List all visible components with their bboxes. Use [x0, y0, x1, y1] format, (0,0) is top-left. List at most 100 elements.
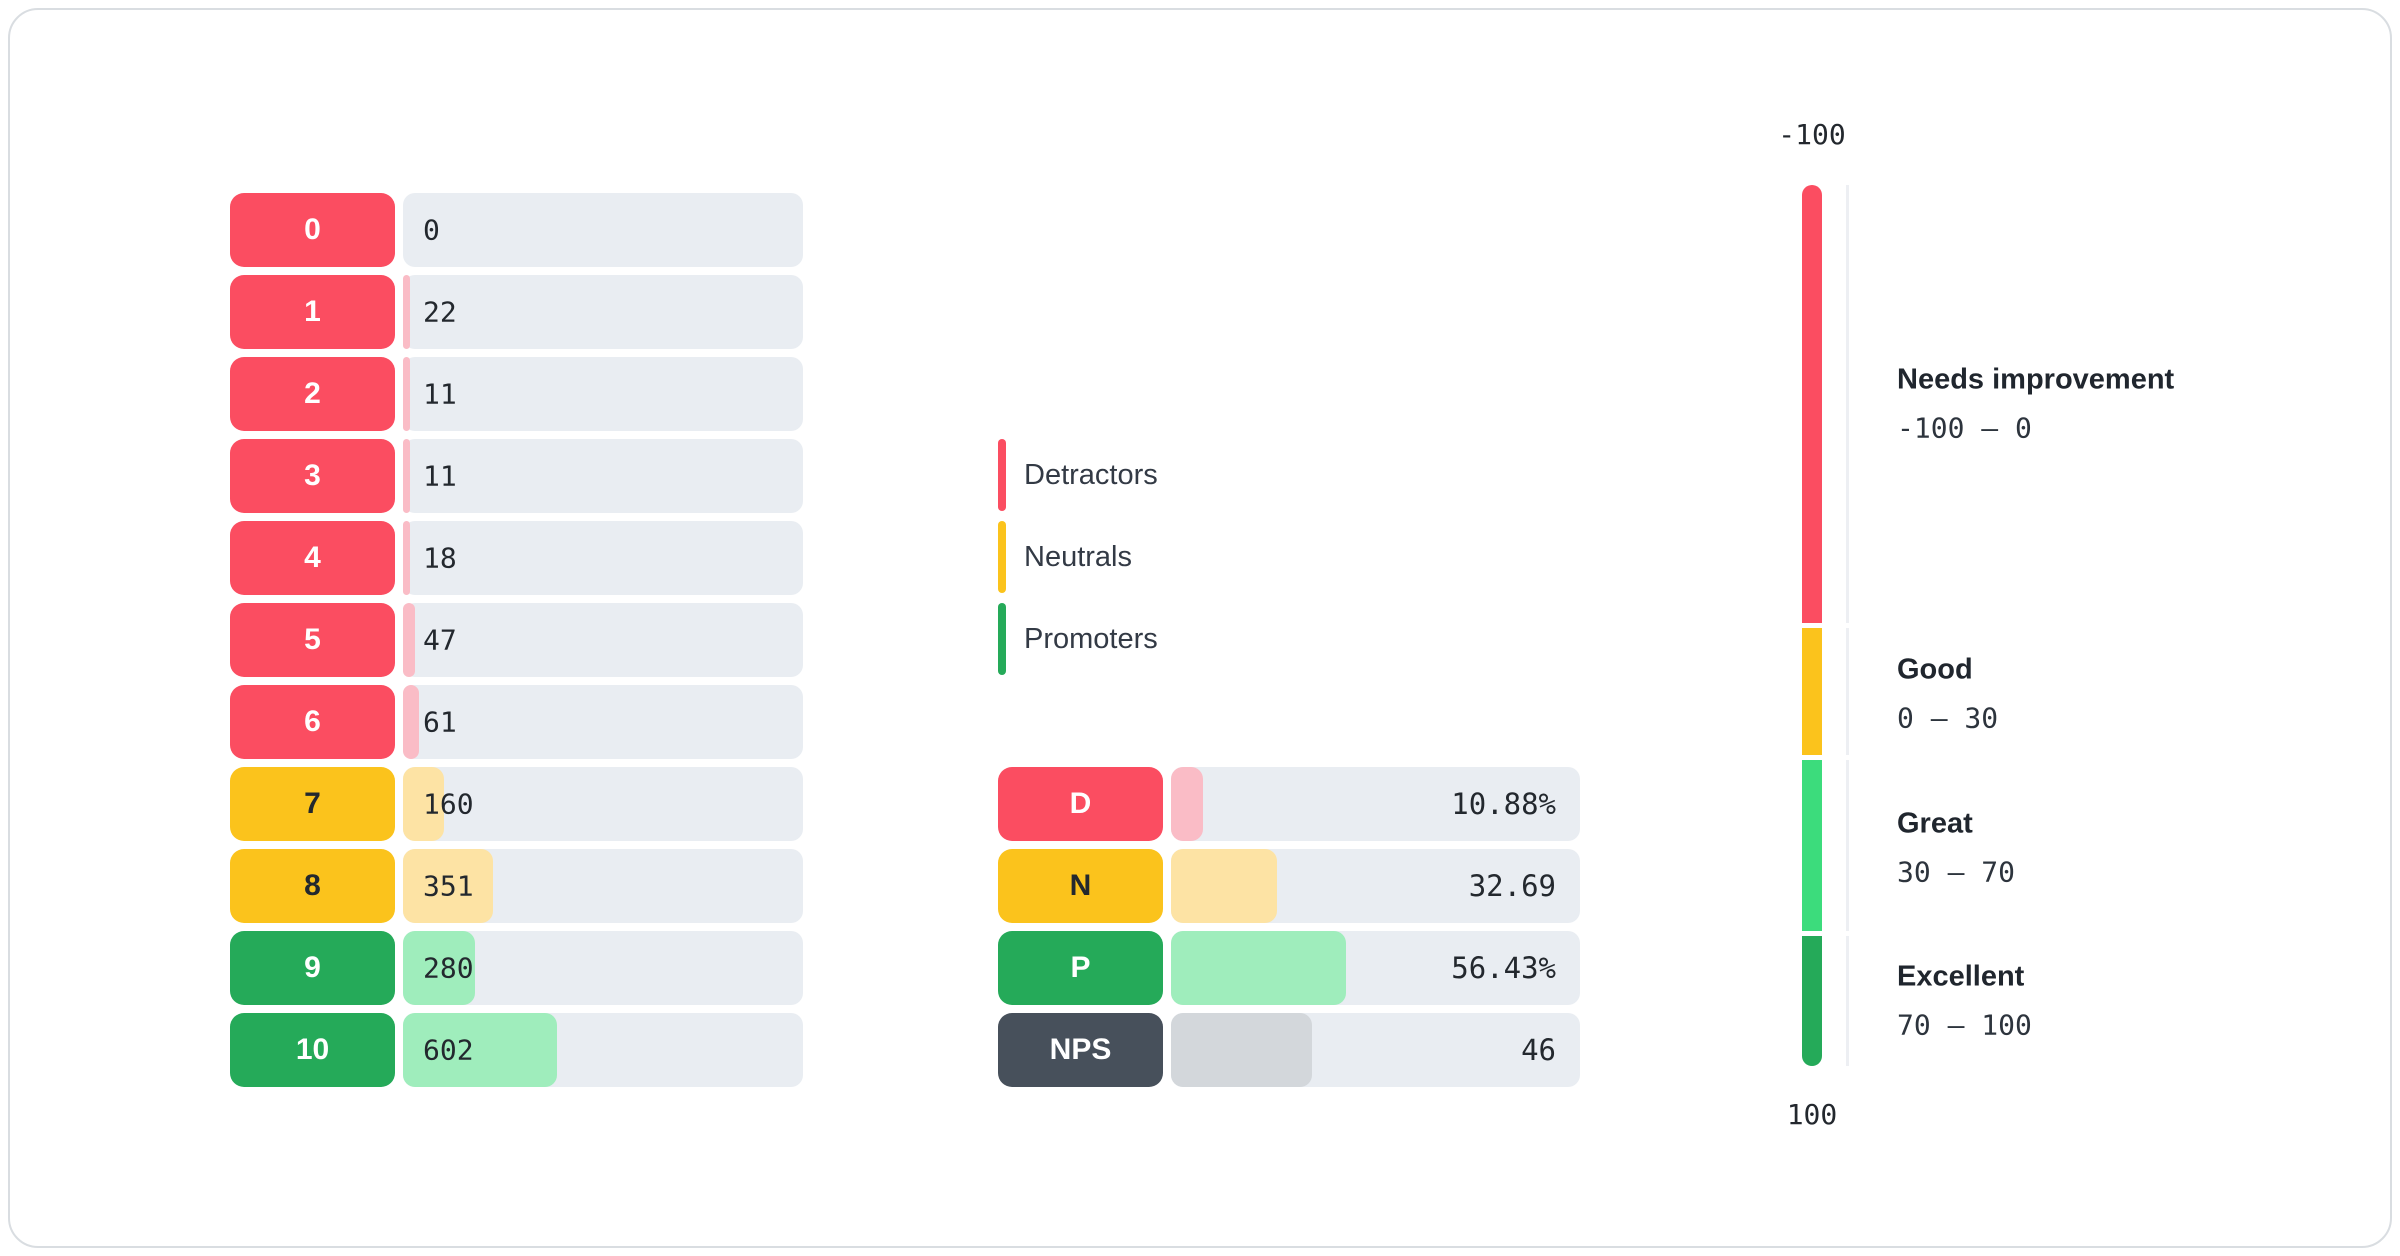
score-row-3[interactable]: 3 11 [230, 439, 803, 513]
legend: Detractors Neutrals Promoters [998, 438, 1158, 684]
summary-fill [1171, 767, 1203, 841]
score-row-9[interactable]: 9 280 [230, 931, 803, 1005]
score-count: 0 [423, 213, 440, 247]
score-row-5[interactable]: 5 47 [230, 603, 803, 677]
score-chip-label: 1 [304, 295, 321, 328]
gauge-axis-segment [1846, 628, 1849, 755]
score-row-8[interactable]: 8 351 [230, 849, 803, 923]
gauge-band-needs-improvement: Needs improvement -100 — 0 [1897, 363, 2175, 443]
score-row-1[interactable]: 1 22 [230, 275, 803, 349]
gauge-segment-great [1802, 760, 1822, 931]
score-chip-6: 6 [230, 685, 395, 759]
score-chip-7: 7 [230, 767, 395, 841]
score-row-10[interactable]: 10 602 [230, 1013, 803, 1087]
summary-row-neutrals[interactable]: N 32.69 [998, 849, 1580, 923]
score-chip-label: 3 [304, 459, 321, 492]
summary-chip-label: P [1070, 951, 1091, 984]
score-track: 351 [403, 849, 803, 923]
score-track: 11 [403, 439, 803, 513]
gauge-segment-needs-improvement [1802, 185, 1822, 623]
summary-fill [1171, 931, 1347, 1005]
score-count: 280 [423, 951, 474, 985]
gauge-axis-line [1846, 185, 1849, 1066]
score-count: 160 [423, 787, 474, 821]
score-chip-9: 9 [230, 931, 395, 1005]
promoters-color-tick [998, 603, 1006, 675]
score-track: 61 [403, 685, 803, 759]
legend-label: Neutrals [1024, 540, 1132, 573]
score-count: 351 [423, 869, 474, 903]
summary-chip-label: N [1069, 869, 1092, 902]
nps-chip: NPS [998, 1013, 1163, 1087]
score-fill [403, 849, 493, 923]
score-fill [403, 767, 444, 841]
score-chip-1: 1 [230, 275, 395, 349]
score-chip-label: 6 [304, 705, 321, 738]
gauge-axis-segment [1846, 185, 1849, 623]
gauge-segment-excellent [1802, 936, 1822, 1066]
summary-fill [1171, 849, 1277, 923]
score-track: 602 [403, 1013, 803, 1087]
score-chip-label: 0 [304, 213, 321, 246]
gauge-band-great: Great 30 — 70 [1897, 809, 2015, 887]
score-fill [403, 1013, 557, 1087]
score-count: 22 [423, 295, 457, 329]
detractors-color-tick [998, 439, 1006, 511]
score-chip-label: 7 [304, 787, 321, 820]
nps-value: 46 [1521, 1033, 1556, 1067]
score-chip-4: 4 [230, 521, 395, 595]
score-chip-label: 5 [304, 623, 321, 656]
score-chip-label: 8 [304, 869, 321, 902]
score-count: 18 [423, 541, 457, 575]
score-chip-label: 2 [304, 377, 321, 410]
score-fill [403, 275, 410, 349]
gauge-bar [1802, 185, 1822, 1066]
score-chip-0: 0 [230, 193, 395, 267]
score-track: 280 [403, 931, 803, 1005]
summary-track: 10.88% [1171, 767, 1580, 841]
score-track: 160 [403, 767, 803, 841]
legend-item-promoters[interactable]: Promoters [998, 602, 1158, 676]
score-chip-5: 5 [230, 603, 395, 677]
legend-label: Promoters [1024, 622, 1158, 655]
score-row-7[interactable]: 7 160 [230, 767, 803, 841]
summary-row-promoters[interactable]: P 56.43% [998, 931, 1580, 1005]
score-track: 47 [403, 603, 803, 677]
score-chip-label: 4 [304, 541, 321, 574]
score-track: 0 [403, 193, 803, 267]
score-count: 602 [423, 1033, 474, 1067]
legend-item-neutrals[interactable]: Neutrals [998, 520, 1158, 594]
score-fill [403, 521, 410, 595]
score-track: 18 [403, 521, 803, 595]
legend-label: Detractors [1024, 458, 1158, 491]
gauge-band-excellent: Excellent 70 — 100 [1897, 960, 2032, 1040]
score-row-4[interactable]: 4 18 [230, 521, 803, 595]
score-count: 11 [423, 459, 457, 493]
summary-chip-label: D [1069, 787, 1092, 820]
neutrals-chip: N [998, 849, 1163, 923]
band-title: Needs improvement [1897, 363, 2175, 396]
score-row-0[interactable]: 0 0 [230, 193, 803, 267]
score-track: 22 [403, 275, 803, 349]
score-count: 47 [423, 623, 457, 657]
summary-track: 56.43% [1171, 931, 1580, 1005]
score-chip-10: 10 [230, 1013, 395, 1087]
score-row-2[interactable]: 2 11 [230, 357, 803, 431]
score-distribution-chart: 0 0 1 22 2 11 3 11 [230, 193, 803, 1095]
score-row-6[interactable]: 6 61 [230, 685, 803, 759]
score-track: 11 [403, 357, 803, 431]
band-title: Good [1897, 653, 1973, 686]
score-count: 61 [423, 705, 457, 739]
gauge-min-label: 100 [1786, 1098, 1838, 1131]
gauge-band-good: Good 0 — 30 [1897, 653, 1998, 733]
summary-row-detractors[interactable]: D 10.88% [998, 767, 1580, 841]
gauge-axis-segment [1846, 936, 1849, 1066]
summary-row-nps[interactable]: NPS 46 [998, 1013, 1580, 1087]
gauge-segment-good [1802, 628, 1822, 755]
neutrals-value: 32.69 [1468, 869, 1556, 903]
legend-item-detractors[interactable]: Detractors [998, 438, 1158, 512]
band-title: Excellent [1897, 960, 2025, 993]
score-chip-2: 2 [230, 357, 395, 431]
summary-chip-label: NPS [1049, 1033, 1112, 1066]
